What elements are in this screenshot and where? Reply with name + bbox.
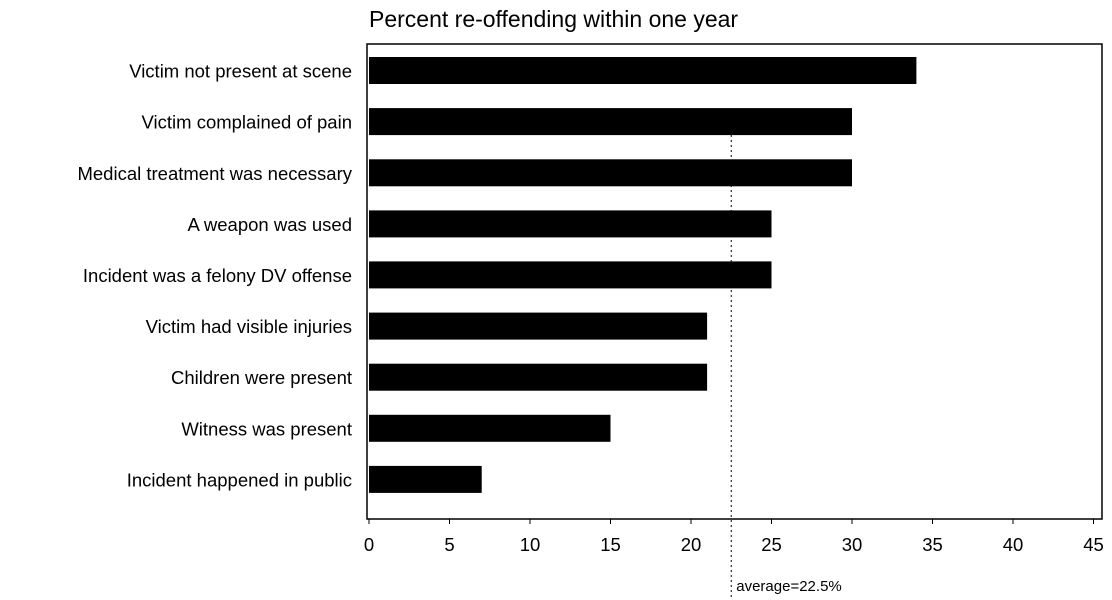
category-label: Medical treatment was necessary <box>77 163 352 184</box>
category-label: Children were present <box>171 367 352 388</box>
x-tick-label: 45 <box>1083 534 1104 555</box>
x-tick-label: 25 <box>761 534 782 555</box>
category-label: Victim complained of pain <box>142 112 352 133</box>
category-label: Incident happened in public <box>127 469 352 490</box>
category-label: Victim not present at scene <box>129 61 352 82</box>
bar <box>369 108 852 136</box>
x-tick-label: 30 <box>842 534 863 555</box>
bar <box>369 261 772 289</box>
category-label: A weapon was used <box>187 214 352 235</box>
category-label: Incident was a felony DV offense <box>83 265 352 286</box>
plot-frame <box>366 43 1103 520</box>
bar <box>369 159 852 187</box>
x-tick-label: 35 <box>922 534 943 555</box>
bar <box>369 57 917 84</box>
bar <box>369 363 708 391</box>
category-label: Victim had visible injuries <box>146 316 352 337</box>
x-tick-label: 40 <box>1003 534 1024 555</box>
x-tick-label: 10 <box>520 534 541 555</box>
x-tick-label: 15 <box>600 534 621 555</box>
chart-title: Percent re-offending within one year <box>369 6 739 32</box>
bar <box>369 210 772 238</box>
average-label: average=22.5% <box>736 578 842 595</box>
x-tick-label: 20 <box>681 534 702 555</box>
category-label: Witness was present <box>181 418 352 439</box>
bar <box>369 465 482 493</box>
bar <box>369 414 611 442</box>
x-tick-label: 0 <box>364 534 374 555</box>
bar <box>369 312 708 340</box>
x-tick-label: 5 <box>444 534 454 555</box>
